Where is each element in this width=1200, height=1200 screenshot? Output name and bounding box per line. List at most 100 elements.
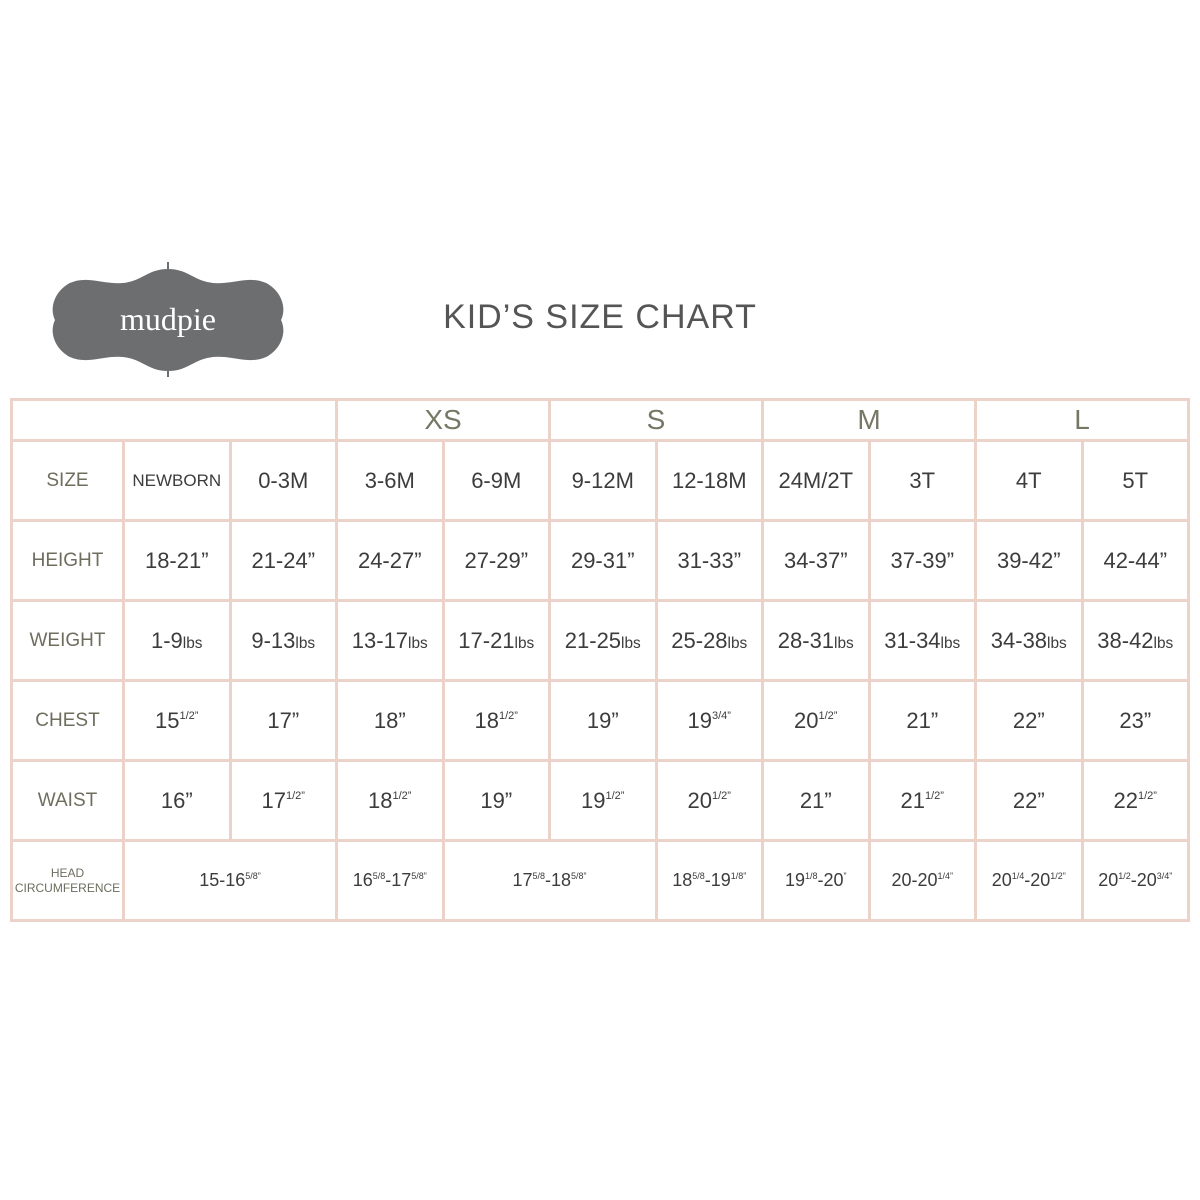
cell: 171/2” <box>228 759 338 842</box>
fraction: ” <box>843 870 847 881</box>
unit: lbs <box>514 634 535 652</box>
size-table: XS S M L SIZE NEWBORN 0-3M 3-6M 6-9M 9-12M 12-18M 2… <box>10 398 1190 922</box>
cell-text: 20 <box>794 707 819 733</box>
cell-text: 20 <box>1098 870 1119 890</box>
cell-text: 23” <box>1119 707 1152 733</box>
unit: lbs <box>1153 634 1174 652</box>
cell: 19” <box>441 759 551 842</box>
cell-text: 28-31 <box>777 627 835 653</box>
cell-text: NEWBORN <box>132 470 222 490</box>
unit: lbs <box>295 634 316 652</box>
cell-text: 21-25 <box>564 627 622 653</box>
cell-text: 19 <box>581 787 606 813</box>
cell-text: 1-9 <box>151 627 183 653</box>
fraction: 1/2” <box>179 709 199 722</box>
cell: 201/2-203/4” <box>1080 839 1190 922</box>
cell-text: 19 <box>784 870 805 890</box>
cell: 9-12M <box>548 439 658 522</box>
cell-text: 25-28 <box>671 627 728 653</box>
cell: 1-9lbs <box>122 599 232 682</box>
cell-text: 18 <box>368 787 393 813</box>
cell: 221/2” <box>1080 759 1190 842</box>
group-header: M <box>761 398 977 442</box>
cell-text: 39-42” <box>996 547 1061 573</box>
unit: lbs <box>1047 634 1067 652</box>
fraction: 5/8 <box>532 870 545 881</box>
cell-text: 3T <box>909 467 936 493</box>
cell: 151/2” <box>122 679 232 762</box>
fraction: 1/8 <box>805 870 818 881</box>
cell: 181/2” <box>441 679 551 762</box>
cell-text: 9-12M <box>571 467 634 493</box>
unit: lbs <box>621 634 641 652</box>
fraction: 1/2” <box>818 709 838 722</box>
cell-text: 34-37” <box>783 547 848 573</box>
cell: 3-6M <box>335 439 445 522</box>
fraction: 5/8 <box>372 870 386 881</box>
cell: 9-13lbs <box>228 599 338 682</box>
cell: 21-25lbs <box>548 599 658 682</box>
cell: 201/2” <box>654 759 764 842</box>
fraction: 1/2” <box>605 789 625 802</box>
cell: 5T <box>1080 439 1190 522</box>
cell: 191/8-20” <box>761 839 871 922</box>
fraction: 1/2” <box>499 709 518 722</box>
fraction: 1/2” <box>712 789 731 802</box>
cell-text: 17-21 <box>458 627 515 653</box>
cell: 21” <box>867 679 977 762</box>
cell-text: 22” <box>1012 787 1045 813</box>
fraction: 1/4” <box>937 870 954 881</box>
cell: 21” <box>761 759 871 842</box>
cell-text: 15 <box>155 707 180 733</box>
cell: 24-27” <box>335 519 445 602</box>
size-row: WAIST 16” 171/2” 181/2” 19” 191/2” 201/2” 21” 21… <box>10 759 1190 842</box>
fraction: 3/4” <box>712 709 731 722</box>
cell-text: 20 <box>991 870 1012 890</box>
cell-text: 15-16 <box>199 870 246 890</box>
cell-text: 21” <box>906 707 939 733</box>
cell: 21-24” <box>228 519 338 602</box>
unit: lbs <box>834 634 854 652</box>
cell: 3T <box>867 439 977 522</box>
cell: NEWBORN <box>122 439 232 522</box>
fraction: 5/8 <box>692 870 705 881</box>
fraction: 1/4 <box>1011 870 1025 881</box>
cell: 15-165/8” <box>122 839 338 922</box>
cell-text: 19” <box>586 707 619 733</box>
fraction: 5/8” <box>411 870 427 881</box>
cell-text: 6-9M <box>471 467 522 493</box>
group-header: L <box>974 398 1190 442</box>
fraction: 3/4” <box>1156 870 1173 881</box>
group-row: XS S M L <box>10 398 1190 442</box>
cell-text: 18-21” <box>144 547 209 573</box>
cell: 18-21” <box>122 519 232 602</box>
fraction: 1/8” <box>730 870 747 881</box>
cell: 0-3M <box>228 439 338 522</box>
cell: 185/8-191/8” <box>654 839 764 922</box>
cell: 37-39” <box>867 519 977 602</box>
cell-text: 24-27” <box>357 547 422 573</box>
cell: 201/2” <box>761 679 871 762</box>
cell: 38-42lbs <box>1080 599 1190 682</box>
size-row: HEIGHT 18-21” 21-24” 24-27” 27-29” 29-31” 31-3… <box>10 519 1190 602</box>
cell: 27-29” <box>441 519 551 602</box>
cell-text: 12-18M <box>671 467 747 493</box>
cell: 19” <box>548 679 658 762</box>
cell: 18” <box>335 679 445 762</box>
cell-text: 31-33” <box>677 547 742 573</box>
cell: 29-31” <box>548 519 658 602</box>
cell-text: 22 <box>1113 787 1138 813</box>
fraction: 1/2” <box>286 789 305 802</box>
cell-text: 5T <box>1122 467 1149 493</box>
size-row: HEAD CIRCUMFERENCE 15-165/8” 165/8-175/8” 1… <box>10 839 1190 922</box>
cell-text: 0-3M <box>258 467 309 493</box>
cell: 31-34lbs <box>867 599 977 682</box>
cell-text: 27-29” <box>464 547 529 573</box>
cell-text: 34-38 <box>990 627 1048 653</box>
cell: 4T <box>974 439 1084 522</box>
cell: 201/4-201/2” <box>974 839 1084 922</box>
cell-text: 19” <box>480 787 513 813</box>
cell: 12-18M <box>654 439 764 522</box>
group-header: S <box>548 398 764 442</box>
unit: lbs <box>940 634 961 652</box>
